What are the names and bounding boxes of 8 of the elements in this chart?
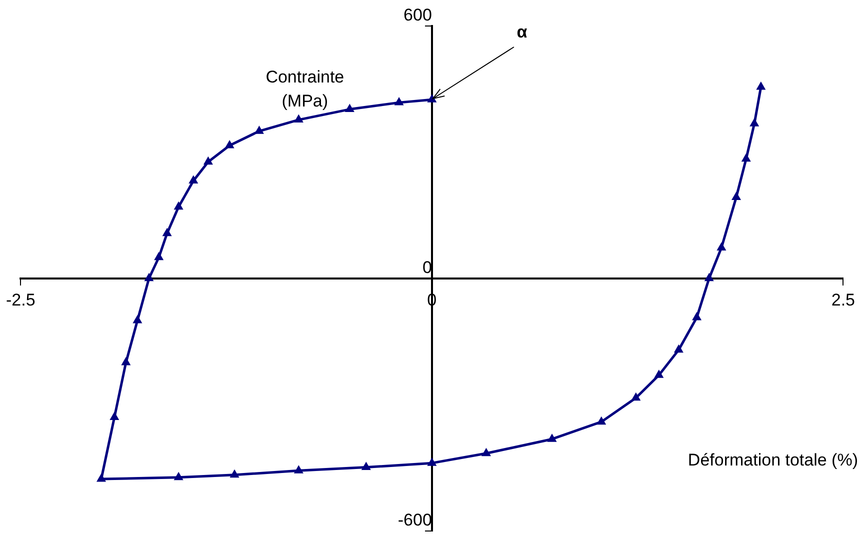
annotation: α — [516, 22, 528, 42]
y-tick-label: 600 — [404, 6, 432, 25]
x-tick-label: 2.5 — [831, 290, 856, 310]
y-tick-label: -600 — [398, 510, 432, 530]
x-tick-label: -2.5 — [6, 290, 36, 310]
y-tick-label: 0 — [422, 258, 432, 278]
y-axis-title: Contrainte (MPa) — [266, 68, 344, 111]
x-axis-title: Déformation totale (%) — [688, 450, 858, 470]
